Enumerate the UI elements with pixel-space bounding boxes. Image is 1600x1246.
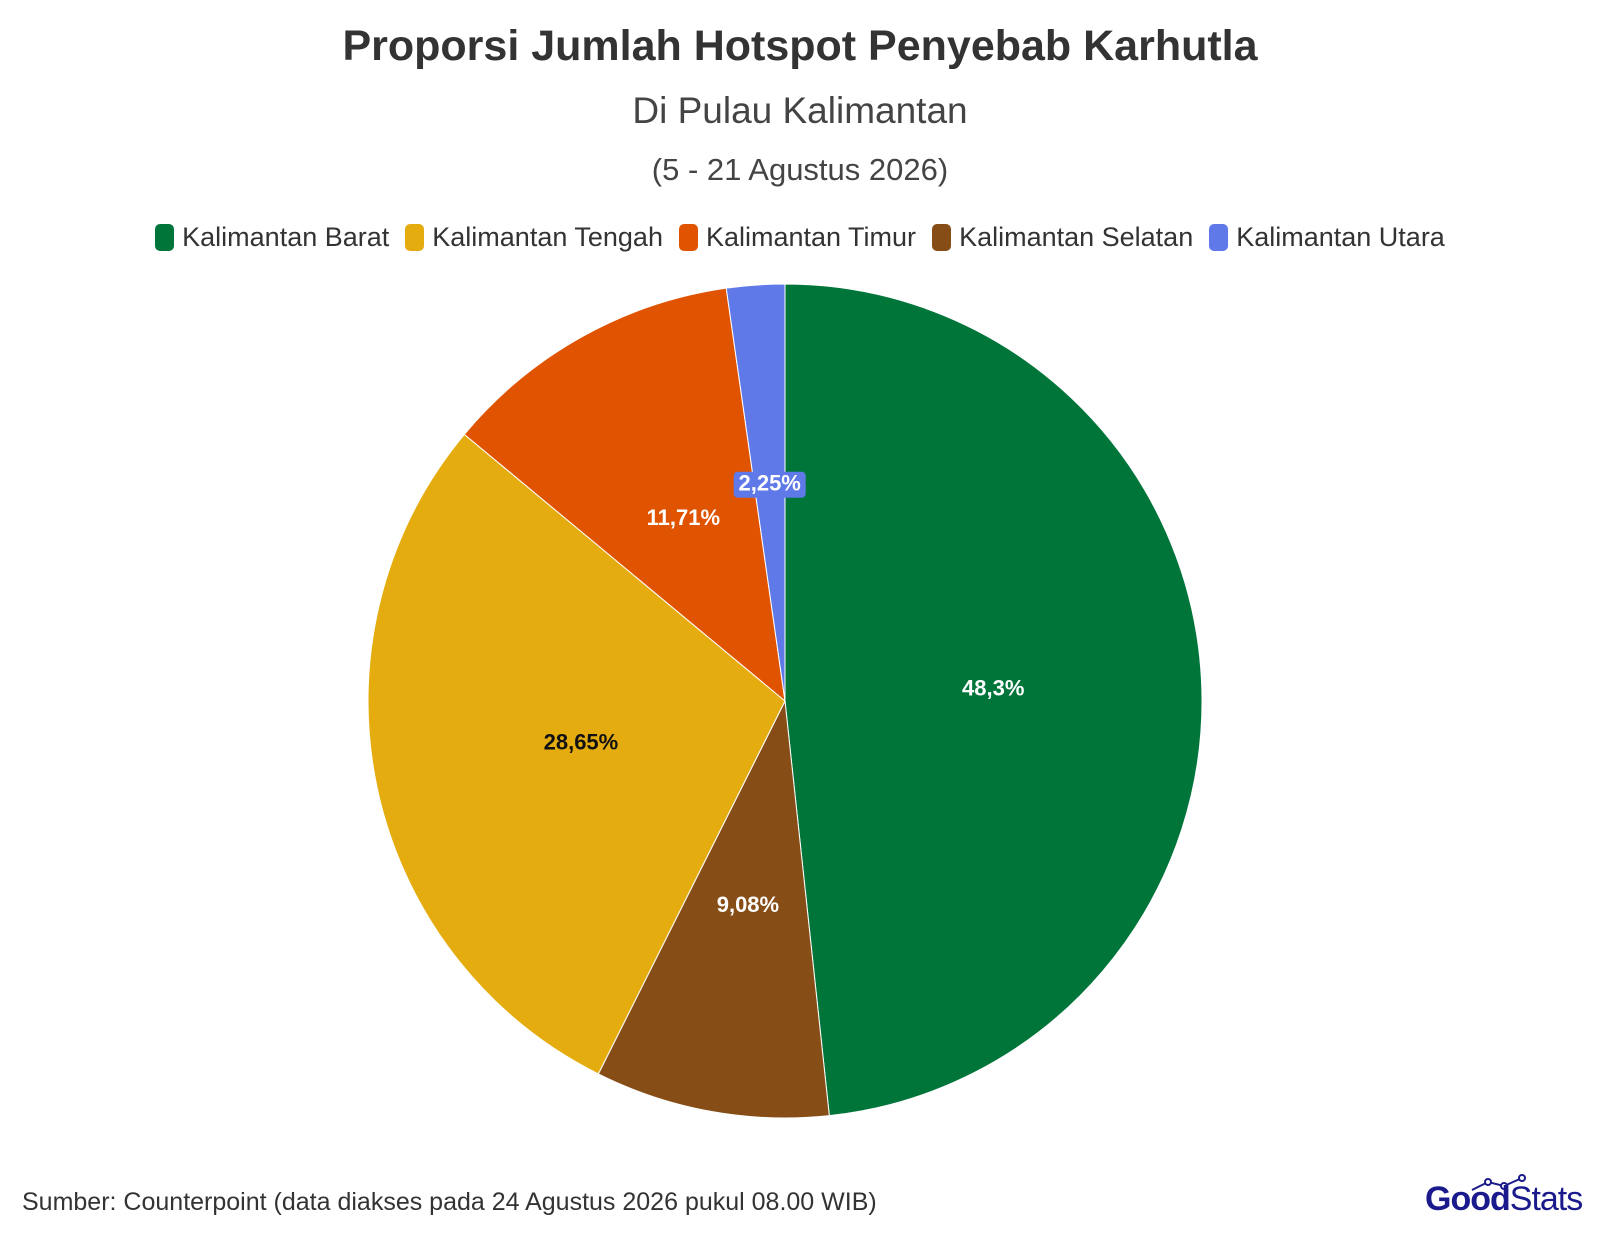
slice-label-kalimantan-tengah: 28,65% xyxy=(544,730,619,755)
slice-label-background xyxy=(733,471,806,498)
pie-slice-kalimantan-tengah[interactable] xyxy=(367,433,786,1075)
legend: Kalimantan Barat Kalimantan Tengah Kalim… xyxy=(0,222,1600,253)
legend-label: Kalimantan Tengah xyxy=(432,222,663,252)
pie-slice-kalimantan-timur[interactable] xyxy=(463,287,786,703)
chart-title: Proporsi Jumlah Hotspot Penyebab Karhutl… xyxy=(342,22,1258,70)
slice-label-kalimantan-selatan: 9,08% xyxy=(717,892,779,917)
logo-text-stats: Stats xyxy=(1509,1180,1583,1218)
slice-label-kalimantan-utara: 2,25% xyxy=(738,471,800,496)
legend-swatch xyxy=(1209,224,1229,251)
legend-swatch xyxy=(405,224,425,251)
legend-label: Kalimantan Utara xyxy=(1236,222,1445,252)
goodstats-logo: GoodStats xyxy=(1425,1180,1583,1219)
slice-label-kalimantan-timur: 11,71% xyxy=(647,505,720,530)
legend-item-kalimantan-timur[interactable]: Kalimantan Timur xyxy=(678,222,917,253)
legend-swatch xyxy=(678,224,698,251)
legend-item-kalimantan-tengah[interactable]: Kalimantan Tengah xyxy=(405,222,663,253)
legend-label: Kalimantan Timur xyxy=(705,222,917,252)
pie-slice-kalimantan-selatan[interactable] xyxy=(597,699,830,1119)
logo-graph-icon xyxy=(1471,1174,1526,1191)
legend-swatch xyxy=(932,224,952,251)
slice-label-kalimantan-barat: 48,3% xyxy=(962,676,1024,701)
legend-item-kalimantan-selatan[interactable]: Kalimantan Selatan xyxy=(932,222,1193,253)
legend-label: Kalimantan Barat xyxy=(182,222,390,252)
source-note: Sumber: Counterpoint (data diakses pada … xyxy=(22,1188,877,1216)
logo-text-good: Good xyxy=(1425,1180,1511,1218)
legend-label: Kalimantan Selatan xyxy=(959,222,1194,252)
pie-slice-kalimantan-barat[interactable] xyxy=(784,283,1203,1117)
legend-swatch xyxy=(155,224,175,251)
legend-item-kalimantan-utara[interactable]: Kalimantan Utara xyxy=(1209,222,1445,253)
chart-date-range: (5 - 21 Agustus 2026) xyxy=(651,152,949,187)
legend-item-kalimantan-barat[interactable]: Kalimantan Barat xyxy=(155,222,389,253)
chart-subtitle: Di Pulau Kalimantan xyxy=(632,90,968,131)
